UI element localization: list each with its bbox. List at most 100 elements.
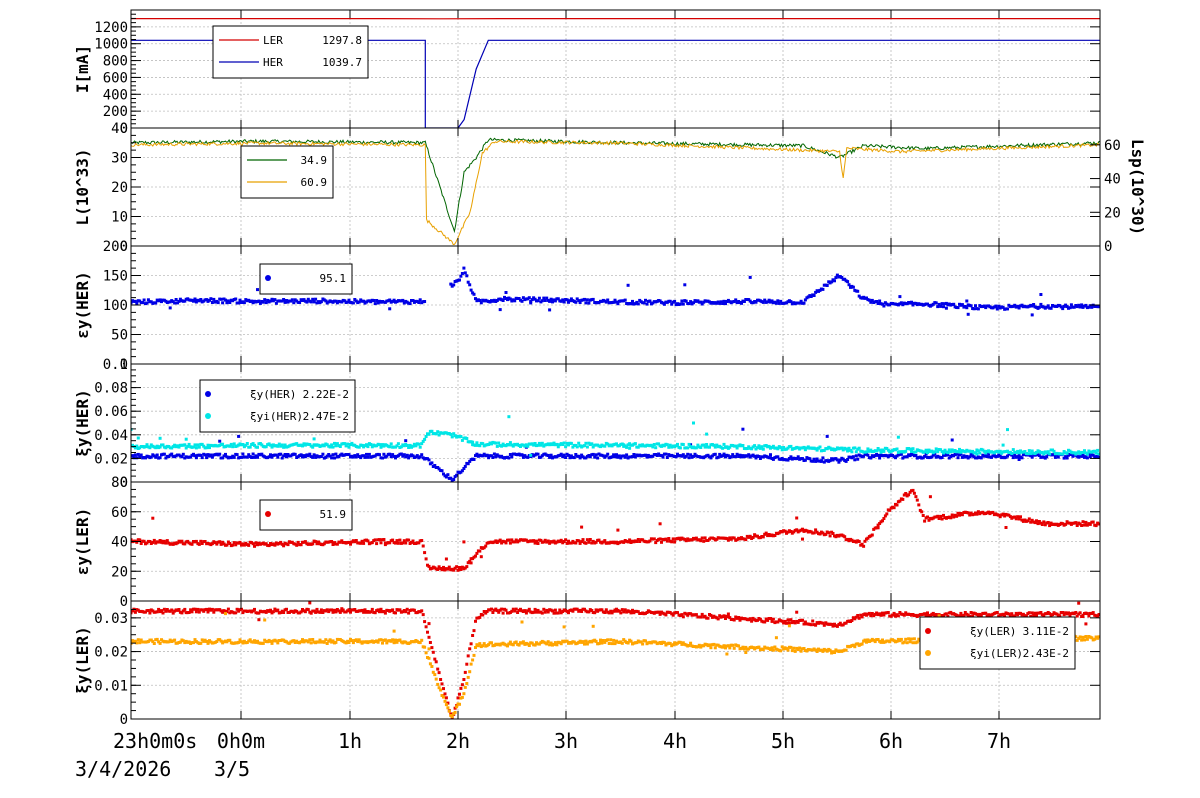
data-point: [681, 443, 685, 446]
data-point: [773, 534, 777, 537]
data-point: [340, 300, 344, 304]
data-point: [391, 608, 395, 612]
data-point: [700, 612, 704, 616]
data-point: [756, 618, 759, 622]
data-point: [319, 455, 323, 458]
data-point: [414, 444, 418, 448]
data-point: [349, 542, 352, 546]
data-point: [263, 298, 267, 302]
data-point: [854, 454, 858, 458]
data-point: [537, 441, 541, 445]
y-tick-label: 0: [120, 594, 128, 610]
data-point: [170, 608, 174, 612]
data-point: [513, 540, 517, 544]
data-point: [803, 448, 807, 452]
data-point: [812, 531, 816, 535]
data-point: [145, 443, 149, 447]
series-area: [131, 137, 1100, 246]
data-point: [555, 442, 559, 446]
data-point: [440, 682, 444, 686]
data-point: [857, 294, 861, 298]
data-point: [373, 302, 377, 306]
data-point: [1053, 455, 1057, 459]
data-point: [155, 453, 159, 457]
data-point: [924, 613, 928, 617]
data-point: [722, 299, 726, 303]
data-point: [328, 454, 332, 458]
data-point: [160, 539, 163, 543]
data-point: [1074, 611, 1078, 614]
data-point: [668, 642, 672, 645]
data-point: [1006, 428, 1009, 432]
data-point: [545, 642, 549, 646]
data-point: [921, 514, 925, 517]
data-point: [738, 618, 742, 622]
data-point: [724, 646, 727, 650]
data-point: [269, 639, 272, 643]
data-point: [583, 607, 586, 611]
data-point: [798, 301, 802, 305]
data-point: [375, 299, 379, 302]
data-point: [452, 568, 456, 572]
legend-value: 2.22E-2: [303, 388, 349, 401]
data-point: [395, 539, 399, 543]
data-point: [273, 543, 277, 547]
data-point: [591, 452, 595, 456]
data-point: [202, 609, 206, 613]
data-point: [667, 445, 671, 449]
data-point: [369, 443, 373, 446]
data-point: [615, 300, 618, 304]
data-point: [834, 276, 838, 280]
legend-label: LER: [263, 34, 283, 47]
data-point: [173, 638, 177, 642]
data-point: [658, 522, 662, 526]
data-point: [702, 443, 706, 447]
data-point: [395, 640, 399, 644]
data-point: [540, 299, 544, 303]
x-tick-label: 5h: [771, 729, 795, 753]
data-point: [814, 459, 818, 463]
data-point: [1036, 522, 1040, 526]
data-point: [398, 638, 402, 642]
data-point: [247, 453, 251, 457]
series-line-l: [131, 137, 1100, 234]
data-point: [908, 640, 912, 644]
data-point: [625, 453, 629, 457]
data-point: [228, 542, 232, 545]
data-point: [882, 304, 886, 308]
data-point: [362, 541, 366, 545]
data-point: [394, 611, 397, 615]
data-point: [940, 302, 944, 306]
data-point: [846, 449, 850, 453]
data-point: [475, 452, 479, 456]
data-point: [1094, 451, 1098, 455]
data-point: [471, 658, 475, 662]
data-point: [481, 454, 485, 458]
data-point: [744, 538, 748, 542]
data-point: [385, 641, 389, 645]
data-point: [857, 446, 861, 450]
data-point: [942, 513, 945, 517]
data-point: [507, 456, 511, 460]
data-point: [559, 538, 563, 542]
data-point: [420, 539, 424, 542]
x-tick-label: 6h: [879, 729, 903, 753]
data-point: [452, 478, 456, 481]
data-point: [131, 538, 133, 542]
data-point: [474, 554, 477, 558]
data-point: [549, 453, 553, 457]
data-point: [506, 644, 509, 648]
data-point: [856, 457, 860, 461]
data-point: [1017, 517, 1021, 521]
data-point: [333, 456, 336, 460]
data-point: [559, 642, 563, 646]
data-point: [392, 641, 396, 645]
legend-box: [199, 379, 356, 433]
data-point: [591, 297, 595, 301]
data-point: [565, 298, 569, 302]
data-point: [455, 565, 459, 569]
data-point: [761, 535, 765, 539]
data-point: [833, 279, 836, 283]
data-point: [242, 301, 246, 305]
